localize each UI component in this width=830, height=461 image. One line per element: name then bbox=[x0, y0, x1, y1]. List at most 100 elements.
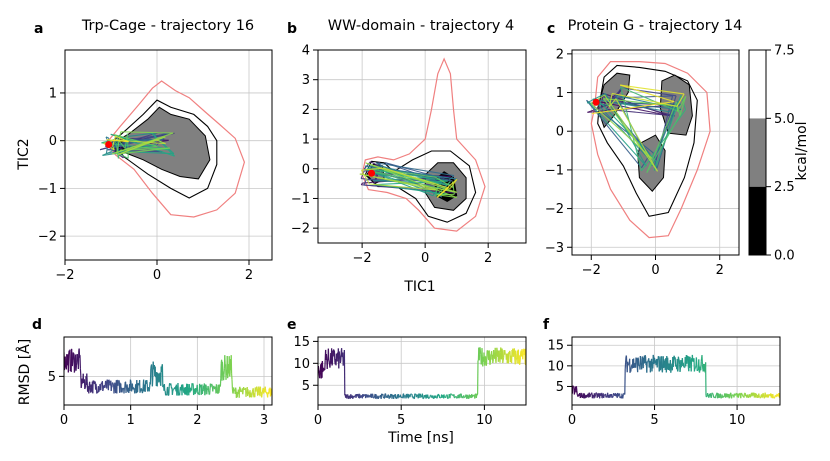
panel-a-letter: a bbox=[34, 21, 43, 37]
colorbar-level-1 bbox=[749, 118, 766, 187]
panel-a-trajectory-segment bbox=[115, 139, 166, 145]
panel-c-trajectory-segment bbox=[640, 109, 686, 172]
panel-b-ytick-label-4: 2 bbox=[302, 103, 310, 118]
panel-c-trajectory-segment bbox=[653, 95, 682, 171]
colorbar-frame bbox=[748, 49, 767, 256]
panel-a-ytick-label-1: −1 bbox=[38, 182, 57, 197]
colorbar-label: kcal/mol bbox=[794, 121, 810, 180]
panel-e-letter: e bbox=[287, 317, 297, 333]
panel-d-xtick-label-2: 2 bbox=[193, 413, 201, 428]
panel-f-xtick-label-0: 0 bbox=[568, 413, 576, 428]
panel-c-letter: c bbox=[547, 21, 555, 37]
panel-c-trajectory-segment bbox=[591, 101, 675, 115]
panel-a-frame bbox=[64, 49, 273, 261]
panel-b-trajectory-segment bbox=[450, 179, 458, 186]
panel-c-outer-contour bbox=[590, 61, 711, 239]
panel-a-trajectory-segment bbox=[114, 134, 158, 147]
panel-c-inner-contour bbox=[597, 64, 698, 217]
panel-c-trajectory-segment bbox=[597, 99, 657, 162]
panel-b-trajectory-segment bbox=[374, 184, 451, 196]
panel-f: f 0 5 10 5 10 15 bbox=[543, 317, 781, 428]
panel-c-xtick-label-1: 0 bbox=[651, 263, 659, 278]
panel-a-trajectory-segment bbox=[117, 153, 120, 159]
panel-b-trajectory-segment bbox=[367, 167, 448, 182]
panel-c-ytick-label-5: 2 bbox=[556, 47, 564, 62]
panel-d-ylabel: RMSD [Å] bbox=[16, 339, 33, 405]
panel-c-ytick-label-3: 0 bbox=[556, 125, 564, 140]
panel-c-trajectory-segment bbox=[608, 93, 613, 108]
panel-c-trajectory-segment bbox=[653, 112, 683, 160]
panel-b-ytick-label-6: 4 bbox=[302, 44, 310, 59]
colorbar: 0.0 2.5 5.0 7.5 bbox=[748, 44, 795, 264]
panel-b-start-point bbox=[368, 169, 376, 177]
panel-a-ytick-label-3: 1 bbox=[49, 86, 57, 101]
colorbar-tick-label-2: 5.0 bbox=[774, 112, 795, 127]
panel-c-trajectory-segment bbox=[677, 96, 687, 112]
panel-d-series bbox=[64, 348, 272, 398]
panel-b-trajectory-segment bbox=[383, 167, 451, 190]
panel-d-xtick-label-0: 0 bbox=[60, 413, 68, 428]
panel-a-ytick-label-2: 0 bbox=[49, 134, 57, 149]
panel-b-trajectory-segment bbox=[375, 162, 455, 177]
panel-c-xtick-label-2: 2 bbox=[716, 263, 724, 278]
panel-a-trajectory-segment bbox=[114, 139, 119, 159]
panel-b-title: WW-domain - trajectory 4 bbox=[328, 18, 514, 34]
panel-b-trajectory-segment bbox=[360, 169, 370, 185]
panel-b-trajectory-segment bbox=[361, 167, 385, 171]
panel-a-ylabel: TIC2 bbox=[16, 138, 32, 170]
panel-a-trajectory-segment bbox=[128, 132, 156, 138]
panel-e-xtick-label-1: 5 bbox=[397, 413, 405, 428]
panel-c-trajectory-segment bbox=[679, 96, 687, 116]
panel-c-trajectory-segment bbox=[620, 84, 685, 95]
panel-a-xtick-label-1: 0 bbox=[153, 268, 161, 283]
panel-a-plot: −2 0 2 −2 −1 0 1 bbox=[38, 49, 273, 283]
panel-c-trajectory-segment bbox=[615, 94, 682, 111]
panel-e-xtick-label-0: 0 bbox=[314, 413, 322, 428]
panel-a-trajectory-segment bbox=[107, 149, 163, 153]
panel-b-plot: −2 0 2 −2 −1 0 1 2 3 4 bbox=[291, 44, 527, 266]
panel-e-xlabel: Time [ns] bbox=[387, 430, 454, 446]
panel-a-trajectory-segment bbox=[111, 141, 119, 152]
panel-c-trajectory-segment bbox=[605, 108, 675, 117]
panel-b-inner-contour bbox=[364, 150, 477, 223]
panel-a-xtick-label-2: 2 bbox=[245, 268, 253, 283]
panel-f-ytick-label-0: 5 bbox=[556, 380, 564, 395]
panel-b-xlabel: TIC1 bbox=[403, 279, 435, 295]
panel-b-xtick-label-1: 0 bbox=[421, 251, 429, 266]
panel-a-xtick-label-0: −2 bbox=[55, 268, 74, 283]
panel-a-inner-contour bbox=[110, 99, 218, 199]
panel-a-trajectory-segment bbox=[112, 146, 115, 151]
panel-b-letter: b bbox=[287, 21, 297, 37]
panel-a-trajectory-segment bbox=[116, 131, 122, 155]
panel-a-trajectory-segment bbox=[118, 153, 129, 159]
panel-d-plot: 0 1 2 3 5 bbox=[48, 336, 273, 428]
panel-a-trajectory-segment bbox=[112, 136, 117, 147]
colorbar-level-2 bbox=[749, 50, 766, 119]
panel-b-trajectory-segment bbox=[374, 180, 448, 186]
panel-c-trajectory-segment bbox=[586, 92, 606, 104]
panel-f-frame bbox=[571, 336, 781, 406]
panel-b-trajectory-segment bbox=[363, 179, 367, 186]
panel-c-trajectory-segment bbox=[676, 93, 685, 107]
panel-d-xtick-label-3: 3 bbox=[260, 413, 268, 428]
panel-a: a Trp-Cage - trajectory 16 TIC2 −2 0 2 −2 −1… bbox=[16, 18, 273, 283]
panel-a-trajectory-segment bbox=[151, 132, 175, 157]
panel-d-xtick-label-1: 1 bbox=[127, 413, 135, 428]
panel-b-xtick-label-2: 2 bbox=[484, 251, 492, 266]
panel-c-trajectory-segment bbox=[675, 101, 681, 116]
panel-f-plot: 0 5 10 5 10 15 bbox=[547, 336, 781, 428]
panel-c: c Protein G - trajectory 14 −2 0 2 −3 −2 −1 0 1… bbox=[545, 18, 810, 278]
panel-a-ytick-label-0: −2 bbox=[38, 230, 57, 245]
panel-a-outer-contour bbox=[105, 80, 246, 218]
panel-b-outer-contour bbox=[361, 57, 486, 232]
panel-c-trajectory-segment bbox=[608, 98, 617, 108]
panel-c-trajectory-segment bbox=[587, 104, 674, 113]
panel-b-trajectory-segment bbox=[365, 162, 457, 193]
panel-c-trajectory-segment bbox=[589, 103, 647, 167]
panel-b-ytick-label-3: 1 bbox=[302, 133, 310, 148]
panel-b-ytick-label-1: −1 bbox=[291, 192, 310, 207]
panel-c-trajectory-segment bbox=[615, 98, 658, 172]
panel-c-trajectory-segment bbox=[603, 94, 658, 172]
panel-f-xtick-label-2: 10 bbox=[729, 413, 746, 428]
